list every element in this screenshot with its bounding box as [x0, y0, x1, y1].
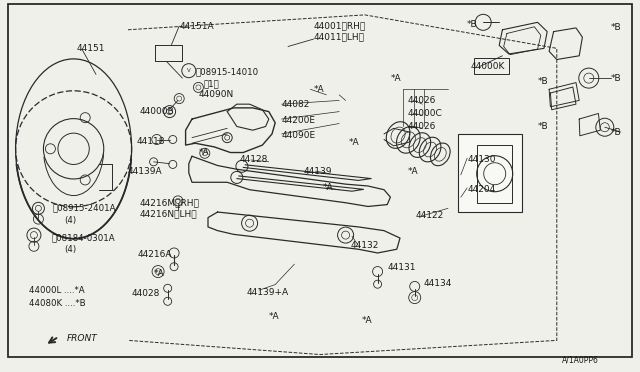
Text: 44204: 44204	[467, 185, 495, 194]
Text: 44216A: 44216A	[138, 250, 172, 259]
Text: *A: *A	[269, 312, 280, 321]
Text: *A: *A	[314, 85, 324, 94]
Text: 44118: 44118	[136, 137, 165, 146]
Text: 44151: 44151	[77, 44, 106, 53]
Text: 44151A: 44151A	[179, 22, 214, 31]
Text: Ⓥ08915-2401A: Ⓥ08915-2401A	[52, 204, 116, 213]
Text: *A: *A	[408, 167, 419, 176]
Text: 44139: 44139	[304, 167, 333, 176]
Text: 〈1〉: 〈1〉	[204, 79, 220, 88]
Text: 44090N: 44090N	[198, 90, 234, 99]
Text: 44082: 44082	[282, 100, 310, 109]
Text: 44026: 44026	[408, 96, 436, 105]
Text: 44139+A: 44139+A	[246, 288, 289, 296]
Text: 44011〈LH〉: 44011〈LH〉	[314, 33, 365, 42]
Text: *A: *A	[154, 269, 164, 278]
Text: 44122: 44122	[416, 211, 444, 220]
Bar	[477, 145, 512, 203]
Text: 44139A: 44139A	[128, 167, 163, 176]
Text: 44090E: 44090E	[282, 131, 316, 140]
Text: A/1A0PP6: A/1A0PP6	[562, 356, 599, 365]
Text: *A: *A	[390, 74, 401, 83]
Text: (4): (4)	[64, 246, 76, 254]
Text: *B: *B	[611, 74, 622, 83]
Text: Ⓥ08915-14010: Ⓥ08915-14010	[195, 67, 259, 76]
Text: 44000C: 44000C	[408, 109, 442, 118]
Text: *B: *B	[467, 20, 478, 29]
Text: 44128: 44128	[240, 155, 268, 164]
Text: *B: *B	[538, 122, 548, 131]
Text: 44200E: 44200E	[282, 116, 316, 125]
Text: 44028: 44028	[131, 289, 159, 298]
Text: 44080K ....*B: 44080K ....*B	[29, 299, 85, 308]
Text: *B: *B	[611, 23, 622, 32]
Text: *A: *A	[362, 316, 372, 325]
Text: 44000L ....*A: 44000L ....*A	[29, 286, 84, 295]
Text: *B: *B	[538, 77, 548, 86]
Text: 44216M〈RH〉: 44216M〈RH〉	[140, 198, 200, 207]
Text: 44026: 44026	[408, 122, 436, 131]
Text: 44134: 44134	[424, 279, 452, 288]
Text: 44001〈RH〉: 44001〈RH〉	[314, 22, 366, 31]
Text: V: V	[187, 68, 191, 73]
Text: (4): (4)	[64, 216, 76, 225]
Text: 44131: 44131	[387, 263, 416, 272]
Text: 44132: 44132	[351, 241, 379, 250]
Bar	[474, 58, 509, 74]
Text: 44000B: 44000B	[140, 107, 174, 116]
Text: *A: *A	[198, 148, 209, 157]
Text: Ⓑ08184-0301A: Ⓑ08184-0301A	[51, 234, 115, 243]
Text: 44000K: 44000K	[470, 62, 505, 71]
Text: *A: *A	[349, 138, 360, 147]
Text: *B: *B	[611, 128, 622, 137]
Text: 44130: 44130	[467, 155, 496, 164]
Text: *A: *A	[323, 183, 334, 192]
Text: 44216N〈LH〉: 44216N〈LH〉	[140, 209, 197, 218]
Bar	[458, 134, 522, 212]
Text: FRONT: FRONT	[67, 334, 98, 343]
